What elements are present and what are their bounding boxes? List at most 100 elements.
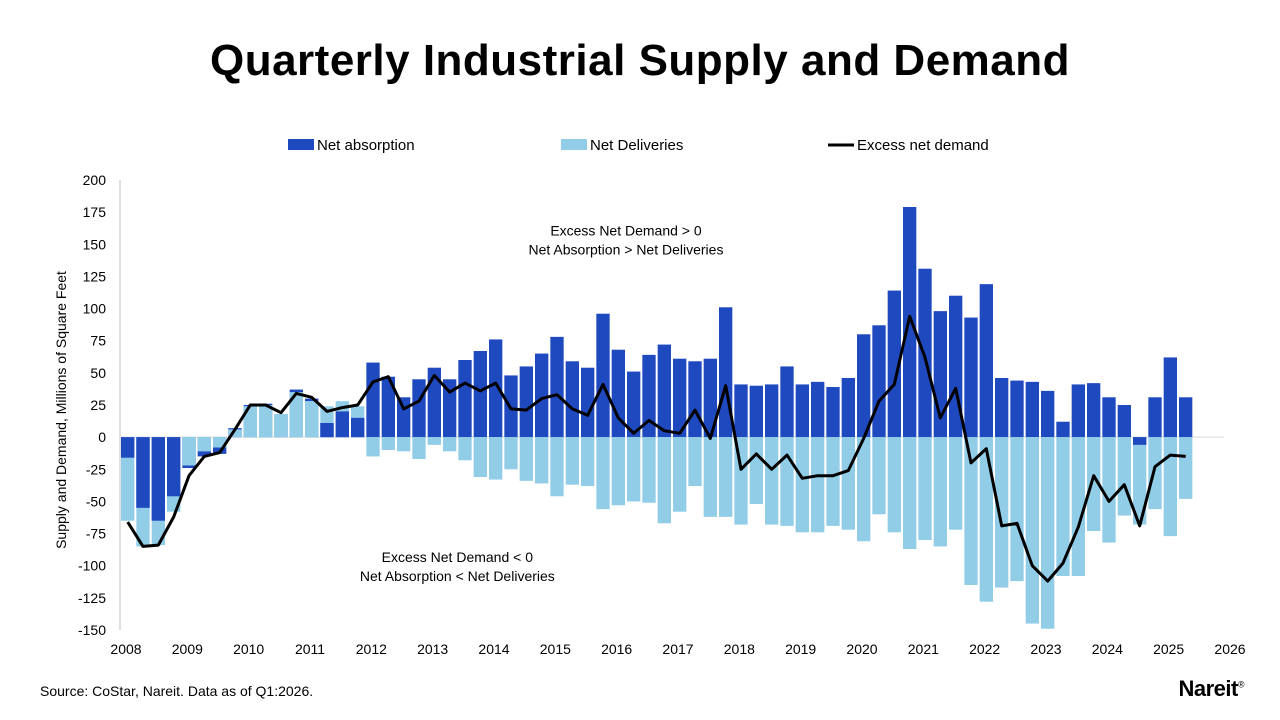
logo-text: Nareit xyxy=(1178,676,1239,701)
y-tick-label: -50 xyxy=(86,493,106,509)
y-tick-label: -125 xyxy=(78,590,106,606)
net-deliveries-bar xyxy=(1071,437,1085,576)
y-tick-label: 150 xyxy=(83,236,107,252)
net-absorption-bar-overlay xyxy=(335,411,349,438)
net-absorption-bar-overlay xyxy=(121,437,135,458)
net-deliveries-bar xyxy=(397,437,411,452)
x-tick-label: 2012 xyxy=(356,641,387,657)
net-deliveries-bar xyxy=(1010,437,1024,582)
annotation-line: Net Absorption > Net Deliveries xyxy=(529,241,724,257)
axes: 200 175 150 125 100 75 50 25 0 -25 -50 -75 -100 -125 -… xyxy=(53,172,1246,657)
source-note: Source: CoStar, Nareit. Data as of Q1:20… xyxy=(40,683,314,699)
legend: Net absorption Net Deliveries Excess net d… xyxy=(288,137,989,154)
net-deliveries-bars xyxy=(121,392,1193,629)
net-deliveries-bar xyxy=(596,437,610,510)
x-tick-label: 2020 xyxy=(846,641,877,657)
net-deliveries-bar xyxy=(473,437,487,477)
y-tick-label: -100 xyxy=(78,558,106,574)
y-tick-label: 100 xyxy=(83,301,107,317)
net-deliveries-bar xyxy=(489,437,503,480)
x-tick-label: 2013 xyxy=(417,641,448,657)
net-deliveries-bar xyxy=(857,437,871,542)
net-deliveries-bar-overlay xyxy=(289,392,303,438)
net-absorption-bar xyxy=(443,379,457,438)
net-deliveries-bar xyxy=(458,437,472,461)
y-tick-label: 75 xyxy=(90,333,106,349)
legend-swatch xyxy=(288,139,314,150)
net-absorption-bar xyxy=(1071,384,1085,438)
x-tick-label: 2022 xyxy=(969,641,1000,657)
y-tick-label: 125 xyxy=(83,268,107,284)
net-absorption-bar xyxy=(964,317,978,438)
net-deliveries-bar xyxy=(1117,437,1131,516)
net-deliveries-bar xyxy=(964,437,978,585)
net-deliveries-bar xyxy=(1041,437,1055,629)
net-deliveries-bar xyxy=(1133,437,1147,525)
x-tick-label: 2008 xyxy=(110,641,141,657)
net-deliveries-bar-overlay xyxy=(228,429,242,438)
net-deliveries-bar-overlay xyxy=(182,437,196,466)
net-deliveries-bar xyxy=(949,437,963,530)
net-absorption-bar-overlay xyxy=(1133,437,1147,445)
net-absorption-bar xyxy=(489,339,503,438)
net-absorption-bar xyxy=(780,366,794,438)
net-absorption-bar-overlay xyxy=(167,437,181,497)
net-deliveries-bar xyxy=(581,437,595,486)
x-tick-label: 2018 xyxy=(724,641,755,657)
net-absorption-bar xyxy=(397,397,411,438)
excess-net-demand-line xyxy=(126,314,1186,583)
net-absorption-bar xyxy=(535,353,549,438)
net-deliveries-bar xyxy=(443,437,457,452)
net-deliveries-bar-overlay xyxy=(305,401,319,438)
x-tick-label: 2019 xyxy=(785,641,816,657)
y-tick-label: 200 xyxy=(83,172,107,188)
registered-mark: ® xyxy=(1237,679,1245,690)
net-absorption-bar xyxy=(918,268,932,438)
net-deliveries-bar xyxy=(427,437,441,445)
net-deliveries-bar xyxy=(918,437,932,540)
net-deliveries-bar xyxy=(811,437,825,533)
net-deliveries-bar xyxy=(826,437,840,526)
net-absorption-bar xyxy=(765,384,779,438)
net-deliveries-bar xyxy=(1163,437,1177,537)
net-absorption-bar-overlay xyxy=(136,437,150,508)
net-absorption-bar xyxy=(1010,380,1024,438)
net-absorption-bar xyxy=(826,387,840,438)
net-deliveries-bar xyxy=(381,437,395,450)
net-deliveries-bar xyxy=(565,437,579,485)
legend-label: Excess net demand xyxy=(857,137,989,154)
net-absorption-bars xyxy=(121,207,1193,521)
net-deliveries-bar xyxy=(749,437,763,504)
net-deliveries-bar-overlay xyxy=(197,437,211,452)
net-deliveries-bar xyxy=(274,414,288,438)
net-absorption-bar xyxy=(642,354,656,438)
net-deliveries-bar xyxy=(688,437,702,486)
net-absorption-bar xyxy=(795,384,809,438)
net-deliveries-bar xyxy=(1025,437,1039,624)
net-absorption-bar-overlay xyxy=(320,423,334,438)
x-tick-label: 2014 xyxy=(478,641,509,657)
net-absorption-bar xyxy=(1163,357,1177,438)
net-absorption-bar xyxy=(1087,383,1101,438)
net-deliveries-bar xyxy=(795,437,809,533)
net-absorption-bar-overlay xyxy=(351,417,365,438)
net-absorption-bar xyxy=(857,334,871,438)
annotation-line: Excess Net Demand > 0 xyxy=(550,222,702,238)
y-tick-label: -25 xyxy=(86,461,106,477)
net-deliveries-bar xyxy=(121,437,135,521)
net-absorption-bar xyxy=(841,378,855,438)
net-deliveries-bar xyxy=(765,437,779,525)
net-deliveries-bar xyxy=(412,437,426,459)
net-absorption-bar xyxy=(381,376,395,438)
net-absorption-bar xyxy=(734,384,748,438)
net-absorption-bar xyxy=(1148,397,1162,438)
net-deliveries-bar xyxy=(673,437,687,512)
net-absorption-bar xyxy=(1102,397,1116,438)
net-deliveries-bar xyxy=(1102,437,1116,543)
net-absorption-bar xyxy=(1117,405,1131,438)
net-deliveries-bar xyxy=(1148,437,1162,510)
x-tick-label: 2015 xyxy=(540,641,571,657)
net-deliveries-bar xyxy=(550,437,564,497)
net-deliveries-bar xyxy=(1056,437,1070,576)
